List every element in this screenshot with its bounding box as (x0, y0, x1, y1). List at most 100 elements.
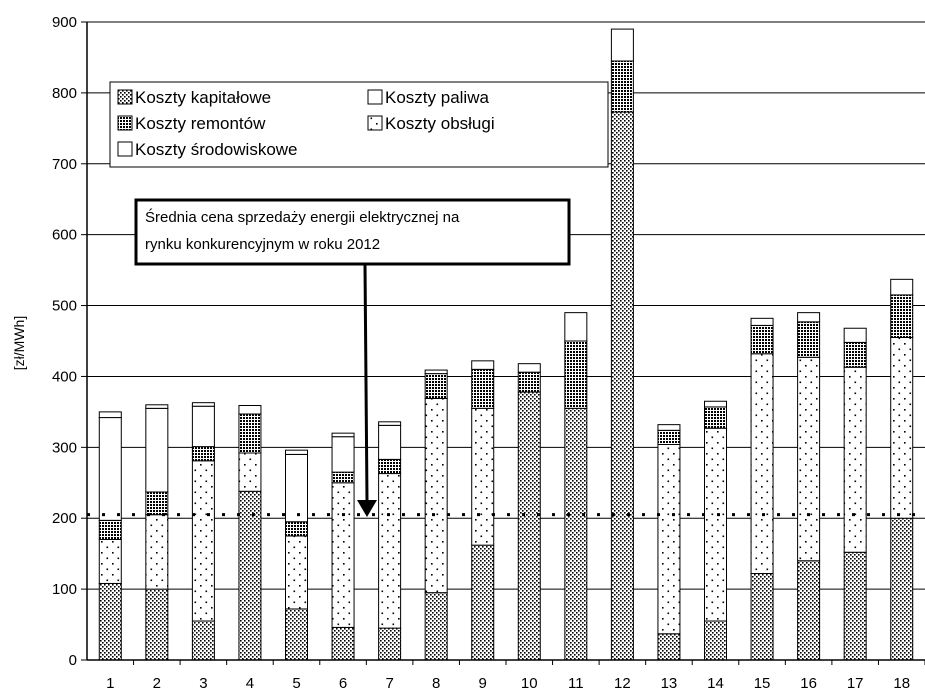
bar-segment (890, 278, 914, 296)
x-tick-label: 1 (106, 675, 114, 690)
axes (86, 22, 925, 661)
x-tick-labels: 1 2 3 4 5 6 7 8 9 10 11 12 13 14 15 16 17 18 (106, 675, 910, 690)
bar-segment (285, 608, 308, 661)
y-tick-label: 800 (52, 85, 77, 102)
bar-segment (657, 429, 681, 445)
bar-segment (191, 446, 215, 462)
bar-segment (145, 514, 169, 590)
x-tick-label: 16 (800, 675, 817, 690)
legend-swatch (117, 141, 133, 157)
x-tick-label: 3 (199, 675, 207, 690)
y-tick-labels: 0 100 200 300 400 500 600 700 800 900 (52, 14, 77, 669)
bar-segment (704, 620, 727, 661)
annotation-line-1: Średnia cena sprzedaży energii elektrycz… (145, 208, 460, 226)
bar-segment (285, 535, 308, 610)
bar-segment (285, 453, 308, 523)
bar-segment (843, 327, 867, 343)
bar-segment (750, 324, 774, 355)
x-tick-label: 2 (153, 675, 161, 690)
legend-label: Koszty kapitałowe (135, 88, 271, 107)
legend-swatch (367, 89, 383, 105)
bar-segment (424, 592, 448, 661)
bar-segment (471, 544, 495, 661)
bar-segment (750, 317, 774, 326)
legend-swatch (117, 115, 133, 131)
x-tick-label: 14 (707, 675, 724, 690)
x-tick-label: 18 (893, 675, 910, 690)
legend-label: Koszty obsługi (385, 114, 495, 133)
y-tick-label: 300 (52, 439, 77, 456)
bar-segment (238, 413, 262, 454)
y-tick-label: 500 (52, 298, 77, 315)
bar-segment (238, 452, 262, 492)
legend-label: Koszty środowiskowe (135, 140, 298, 159)
bar-segment (797, 356, 821, 562)
bar-segment (145, 404, 169, 409)
bar-segment (704, 406, 727, 429)
x-tick-label: 11 (568, 675, 584, 690)
bar-segment (471, 368, 495, 409)
bar-segment (424, 369, 448, 375)
bar-segment (378, 627, 402, 661)
bar-segment (610, 28, 634, 62)
x-tick-label: 13 (661, 675, 678, 690)
bar-segment (331, 626, 355, 661)
bar-segment (98, 519, 122, 540)
bar-segment (331, 432, 355, 438)
bar-segment (98, 538, 122, 584)
y-tick-label: 900 (52, 14, 77, 31)
bar-segment (191, 405, 215, 448)
bar-segment (471, 407, 495, 546)
bar-segment (517, 371, 541, 393)
bar-segment (843, 551, 867, 661)
legend: Koszty kapitałowe Koszty paliwa Koszty rem… (109, 81, 609, 168)
bar-segment (238, 405, 262, 415)
bar-segment (704, 427, 727, 622)
legend-label: Koszty paliwa (385, 88, 489, 107)
x-tick-label: 9 (479, 675, 487, 690)
y-tick-label: 600 (52, 227, 77, 244)
x-tick-label: 6 (339, 675, 347, 690)
y-tick-label: 200 (52, 510, 77, 527)
x-tick-label: 12 (614, 675, 631, 690)
bar-segment (564, 312, 588, 342)
bars (98, 28, 914, 661)
x-tick-label: 5 (292, 675, 300, 690)
bar-segment (843, 366, 867, 553)
legend-label: Koszty remontów (135, 114, 266, 133)
bar-segment (610, 111, 634, 661)
bar-segment (797, 312, 821, 323)
bar-segment (191, 402, 215, 407)
y-tick-label: 100 (52, 581, 77, 598)
y-tick-label: 0 (69, 652, 77, 669)
bar-segment (657, 443, 681, 635)
bar-segment (890, 517, 914, 661)
bar-segment (890, 294, 914, 338)
bar-segment (564, 340, 588, 409)
annotation-arrow (363, 264, 369, 501)
bar-segment (145, 407, 169, 493)
y-tick-label: 700 (52, 156, 77, 173)
bar-segment (378, 458, 402, 475)
x-tick-label: 8 (432, 675, 440, 690)
bar-segment (378, 421, 402, 426)
y-tick-label: 400 (52, 368, 77, 385)
bar-segment (657, 633, 681, 661)
bar-segment (145, 588, 169, 661)
bar-segment (657, 424, 681, 431)
bar-segment (424, 373, 448, 399)
annotation: Średnia cena sprzedaży energii elektrycz… (134, 198, 571, 517)
bar-segment (98, 417, 122, 521)
bar-segment (564, 407, 588, 661)
annotation-line-2: rynku konkurencyjnym w roku 2012 (145, 236, 380, 253)
bar-segment (191, 620, 215, 661)
bar-segment (191, 460, 215, 622)
legend-swatch (367, 115, 383, 131)
bar-segment (424, 397, 448, 594)
bar-segment (331, 436, 355, 473)
x-tick-label: 7 (385, 675, 393, 690)
x-tick-label: 4 (246, 675, 254, 690)
bar-segment (610, 60, 634, 113)
x-tick-label: 17 (847, 675, 864, 690)
